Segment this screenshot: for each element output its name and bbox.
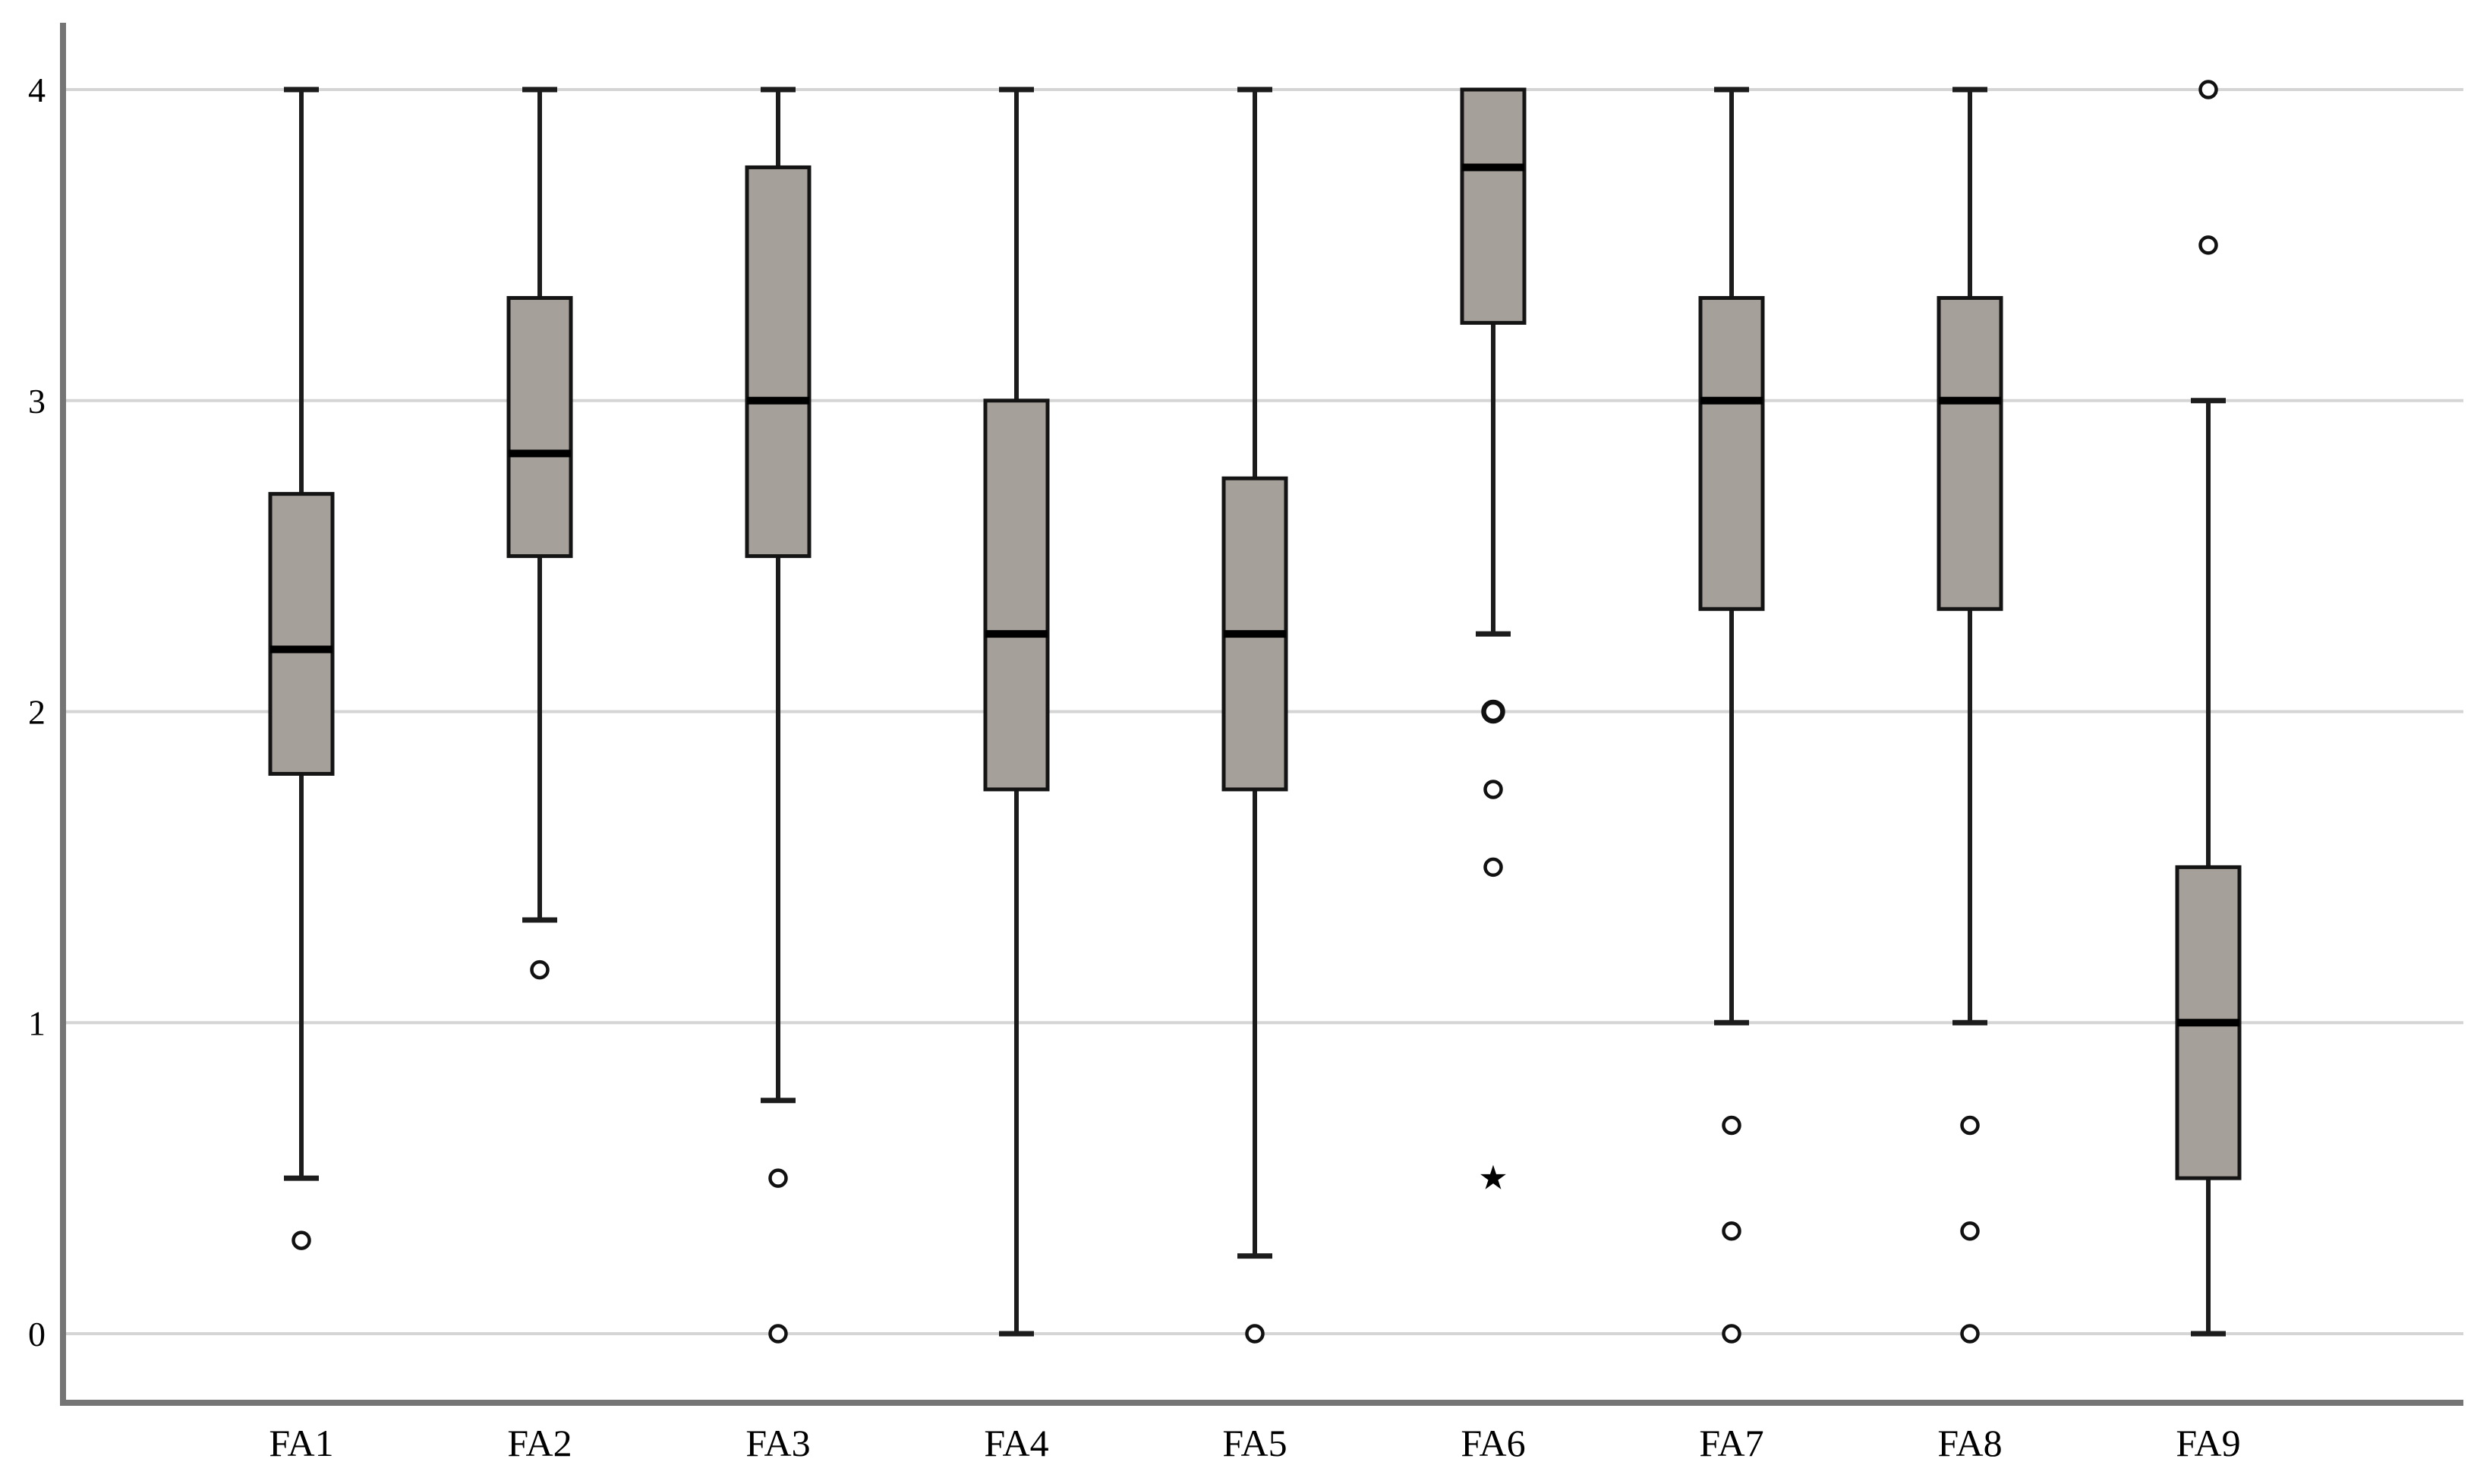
y-tick-label-1: 1 — [28, 1004, 46, 1042]
outlier-circle-FA7-2 — [1722, 1324, 1741, 1344]
outlier-circle-FA2-0 — [530, 959, 550, 980]
category-label-FA9: FA9 — [2176, 1422, 2240, 1464]
category-label-FA1: FA1 — [269, 1422, 333, 1464]
outlier-circle-FA7-0 — [1722, 1115, 1741, 1136]
category-label-FA6: FA6 — [1461, 1422, 1525, 1464]
outlier-circle-FA5-0 — [1245, 1324, 1265, 1344]
outlier-circle-FA1-0 — [292, 1230, 311, 1250]
category-label-FA3: FA3 — [745, 1422, 810, 1464]
y-tick-label-3: 3 — [28, 382, 46, 421]
outlier-circle-FA8-0 — [1960, 1115, 1980, 1136]
category-label-FA4: FA4 — [984, 1422, 1048, 1464]
category-label-FA5: FA5 — [1222, 1422, 1287, 1464]
outlier-circle-FA7-1 — [1722, 1221, 1741, 1241]
box-FA1 — [268, 492, 335, 776]
outlier-circle-FA9-0 — [2198, 235, 2218, 255]
outlier-star-FA6-3: ★ — [1478, 1160, 1508, 1197]
category-label-FA8: FA8 — [1937, 1422, 2002, 1464]
outlier-circle-FA6-1 — [1483, 780, 1503, 799]
box-FA4 — [983, 399, 1050, 792]
outlier-circle-FA8-2 — [1960, 1324, 1980, 1344]
outlier-circle-FA3-1 — [768, 1324, 788, 1344]
y-tick-label-4: 4 — [28, 71, 46, 109]
box-FA6 — [1460, 87, 1527, 325]
outlier-circle-FA6-2 — [1483, 857, 1503, 877]
box-FA3 — [745, 165, 812, 559]
outlier-circle-FA9-1 — [2198, 80, 2218, 99]
y-tick-label-2: 2 — [28, 693, 46, 732]
box-FA7 — [1698, 296, 1765, 611]
box-FA2 — [506, 296, 573, 559]
outlier-circle-FA3-0 — [768, 1168, 788, 1188]
y-tick-label-0: 0 — [28, 1315, 46, 1353]
category-label-FA7: FA7 — [1699, 1422, 1763, 1464]
outlier-circle-FA6-0 — [1481, 699, 1505, 724]
box-FA8 — [1937, 296, 2003, 611]
category-label-FA2: FA2 — [507, 1422, 572, 1464]
outlier-circle-FA8-1 — [1960, 1221, 1980, 1241]
